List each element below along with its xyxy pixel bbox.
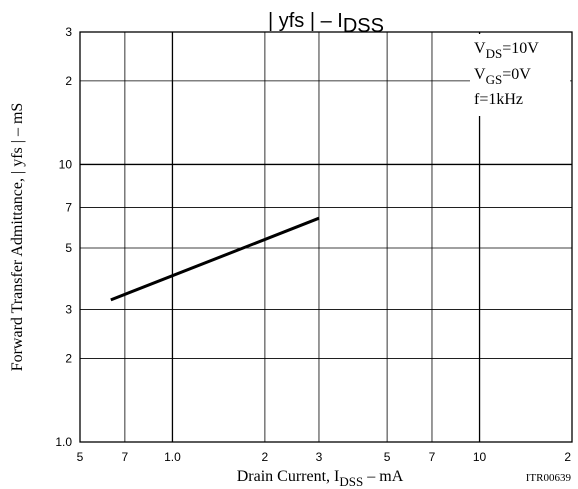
x-tick-label-5: 5 bbox=[384, 450, 391, 464]
y-axis-label: Forward Transfer Admittance, | yfs | – m… bbox=[9, 103, 26, 372]
x-tick-label-4: 3 bbox=[316, 450, 323, 464]
x-tick-label-6: 7 bbox=[429, 450, 436, 464]
x-tick-labels: 5 7 1.0 2 3 5 7 10 2 bbox=[77, 450, 572, 464]
figure-code: ITR00639 bbox=[526, 472, 572, 484]
y-tick-label-1: 2 bbox=[65, 351, 72, 365]
condition-vds: VDS=10V bbox=[474, 40, 539, 61]
y-tick-labels: 1.0 2 3 5 7 10 2 3 bbox=[55, 25, 72, 449]
y-tick-label-6: 2 bbox=[65, 74, 72, 88]
x-tick-label-2: 1.0 bbox=[164, 450, 181, 464]
y-tick-label-0: 1.0 bbox=[55, 435, 72, 449]
plot-frame bbox=[79, 31, 573, 443]
x-tick-label-8: 2 bbox=[564, 450, 571, 464]
x-tick-label-3: 2 bbox=[262, 450, 269, 464]
y-tick-label-4: 7 bbox=[65, 200, 72, 214]
condition-frequency: f=1kHz bbox=[474, 91, 523, 108]
x-axis-label: Drain Current, IDSS – mA bbox=[237, 468, 404, 489]
x-tick-label-0: 5 bbox=[77, 450, 84, 464]
x-tick-label-7: 10 bbox=[473, 450, 487, 464]
y-tick-label-7: 3 bbox=[65, 25, 72, 39]
chart-title: | yfs | – IDSS bbox=[268, 10, 384, 37]
conditions-background bbox=[470, 34, 570, 116]
y-tick-label-5: 10 bbox=[59, 157, 73, 171]
x-tick-label-1: 7 bbox=[122, 450, 129, 464]
series-line-0 bbox=[110, 216, 320, 302]
condition-vgs: VGS=0V bbox=[474, 66, 531, 87]
y-tick-label-2: 3 bbox=[65, 303, 72, 317]
y-tick-label-3: 5 bbox=[65, 241, 72, 255]
series-layer bbox=[110, 216, 320, 302]
